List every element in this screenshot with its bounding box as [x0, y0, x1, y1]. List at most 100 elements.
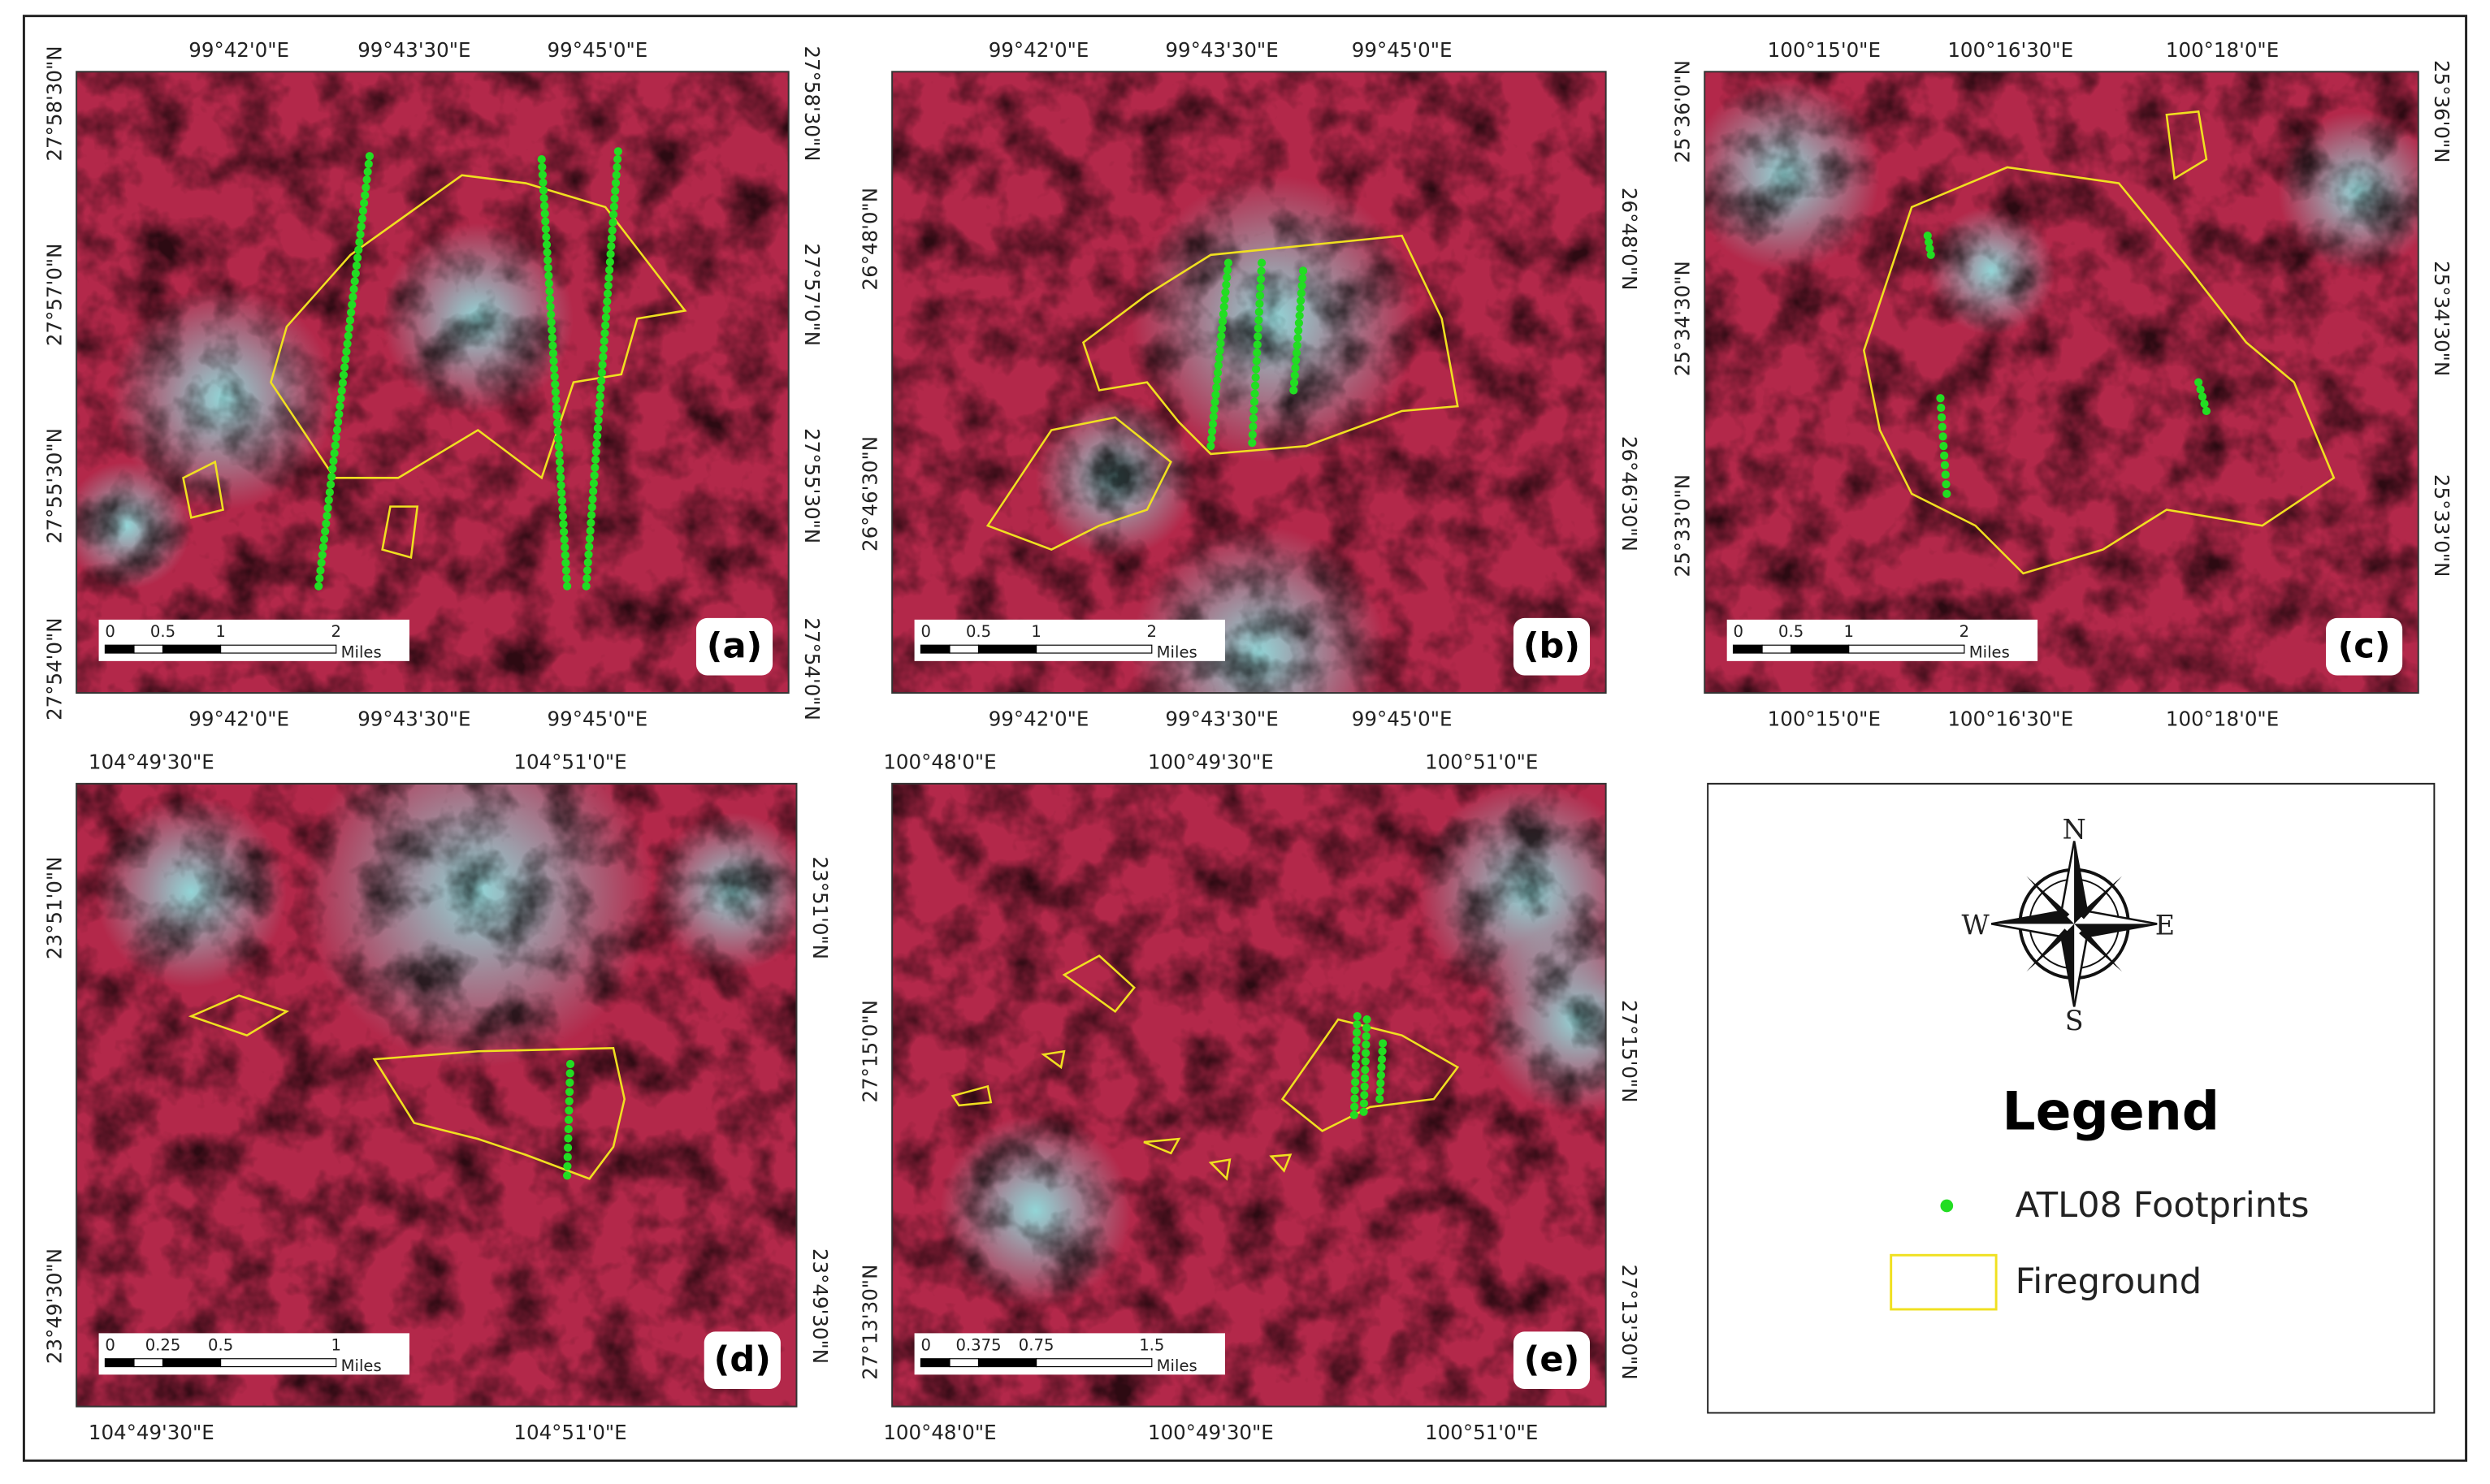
footprint [539, 186, 548, 195]
footprint [1359, 1107, 1368, 1116]
footprint [332, 426, 342, 435]
footprint [609, 210, 618, 219]
footprint [543, 248, 552, 257]
footprint [338, 379, 347, 387]
footprint [590, 471, 599, 480]
footprint [324, 495, 333, 504]
footprint [1256, 283, 1265, 292]
footprint [546, 302, 555, 311]
footprint [1253, 348, 1262, 357]
footprint [597, 368, 606, 377]
scale-segment [220, 1358, 337, 1368]
footprint [1218, 317, 1228, 326]
footprint [1206, 442, 1215, 451]
right-coord-label: 27°13'30"N [1617, 1265, 1641, 1380]
footprint [1250, 389, 1259, 398]
map-panel [76, 71, 789, 694]
footprint [1254, 316, 1263, 325]
footprint [1361, 1066, 1370, 1075]
scale-label: 0.5 [1778, 622, 1804, 641]
footprint [1350, 1102, 1359, 1111]
footprint [542, 232, 551, 241]
footprint [1379, 1039, 1388, 1048]
footprint [550, 365, 559, 374]
scale-label: 2 [331, 622, 341, 641]
right-coord-label: 27°58'30"N [800, 45, 824, 161]
footprint [544, 271, 553, 280]
legend-swatch [1890, 1253, 1998, 1311]
scale-segment [920, 644, 951, 654]
footprint [613, 147, 622, 156]
map-panel [892, 783, 1606, 1407]
bottom-coord-label: 100°48'0"E [883, 1421, 996, 1444]
scale-label: 0.25 [145, 1336, 181, 1355]
footprint [557, 496, 566, 505]
scale-label: 0 [105, 1336, 115, 1355]
right-coord-label: 27°15'0"N [1617, 1000, 1641, 1103]
footprint [538, 162, 547, 171]
footprint [364, 159, 373, 168]
footprint [540, 209, 549, 218]
footprint [1221, 288, 1230, 296]
panel-label: (b) [1523, 626, 1580, 667]
footprint [1254, 324, 1262, 333]
scale-box [98, 619, 409, 661]
footprint [544, 279, 553, 288]
legend: N S W E Legend ATL08 Footprints Firegrou… [1707, 782, 2436, 1414]
footprint [586, 526, 595, 535]
footprint [553, 426, 562, 435]
footprint [315, 573, 324, 583]
footprint [1294, 326, 1303, 335]
footprint [1297, 296, 1306, 305]
footprint [595, 392, 604, 401]
footprint [585, 542, 594, 552]
footprint [545, 295, 555, 304]
compass-west: W [1961, 909, 1990, 941]
footprint [1252, 365, 1261, 374]
footprint [600, 329, 609, 338]
footprint [565, 1069, 574, 1078]
footprint [557, 488, 566, 498]
footprint [589, 487, 598, 495]
panel-label-box [704, 1331, 781, 1390]
footprint [1215, 353, 1223, 362]
map-panel [76, 783, 797, 1407]
footprint [587, 518, 595, 527]
footprint [565, 1106, 574, 1115]
terrain-texture [76, 783, 797, 1407]
scale-segment [220, 644, 337, 654]
footprint [362, 183, 370, 192]
footprint [609, 202, 618, 211]
footprint [608, 218, 617, 227]
footprint [600, 336, 608, 346]
footprint [548, 333, 556, 343]
top-coord-label: 100°15'0"E [1768, 38, 1881, 62]
left-coord-label: 27°55'30"N [43, 428, 67, 543]
scale-label: 0 [920, 622, 930, 641]
footprint [1376, 1071, 1385, 1079]
scale-unit: Miles [1157, 643, 1197, 662]
footprint [565, 1078, 574, 1087]
footprint [339, 370, 349, 379]
footprint [1352, 1045, 1361, 1054]
scale-label: 1.5 [1139, 1336, 1164, 1355]
footprint [599, 344, 608, 353]
right-coord-label: 25°33'0"N [2430, 474, 2453, 578]
maps: 99°42'0"E 99°43'30"E 99°45'0"E 99°42'0"E 99°… [43, 38, 2454, 1444]
footprint [1942, 480, 1951, 489]
footprint [1360, 1074, 1370, 1083]
footprint [1297, 281, 1306, 290]
footprint [1209, 412, 1218, 422]
footprint [2202, 406, 2211, 416]
left-coord-label: 23°49'30"N [43, 1248, 67, 1364]
top-coord-label: 104°51'0"E [513, 750, 626, 773]
footprint [2200, 400, 2209, 409]
footprint [582, 566, 592, 575]
scale-box [1726, 619, 2038, 661]
footprint [1249, 413, 1258, 423]
footprint [608, 226, 617, 235]
footprint [1219, 309, 1228, 318]
footprint [330, 448, 339, 458]
footprint [1360, 1082, 1369, 1091]
footprint [1361, 1049, 1371, 1058]
